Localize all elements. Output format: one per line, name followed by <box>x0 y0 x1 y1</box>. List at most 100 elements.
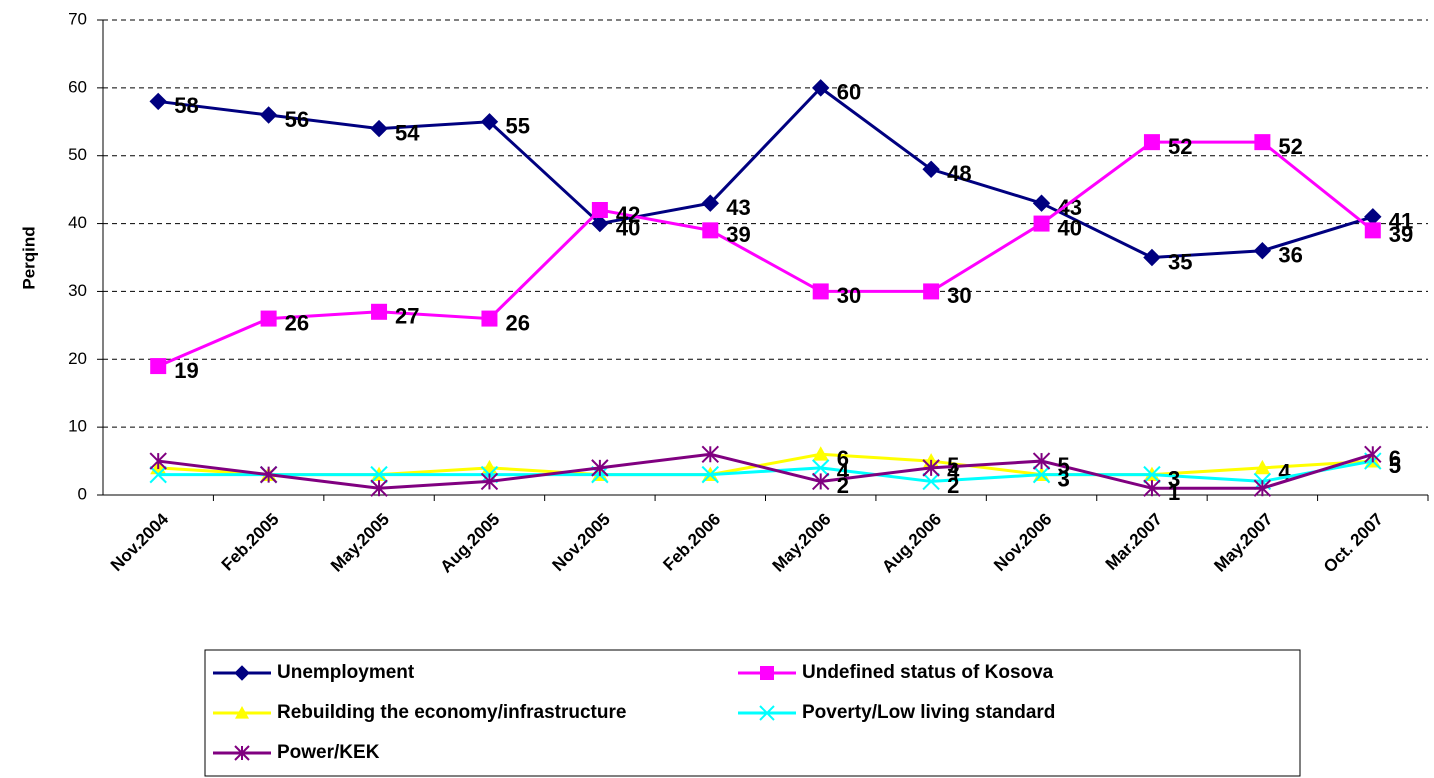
x-tick-label: Mar.2007 <box>1102 510 1166 574</box>
marker-part <box>260 310 277 327</box>
data-label: 42 <box>616 202 640 227</box>
data-label: 48 <box>947 161 971 186</box>
data-label: 41 <box>1389 209 1413 234</box>
marker <box>371 303 388 320</box>
marker <box>480 113 499 131</box>
marker-part <box>234 665 250 681</box>
y-tick-label: 0 <box>78 484 87 503</box>
marker <box>1253 479 1272 497</box>
marker <box>1254 459 1271 475</box>
marker <box>759 705 775 721</box>
x-tick-label: May.2006 <box>769 510 835 576</box>
data-label: 30 <box>837 283 861 308</box>
data-label: 35 <box>1168 249 1192 274</box>
marker-part <box>591 214 609 233</box>
marker-part <box>1032 194 1051 212</box>
marker-part <box>1253 242 1272 260</box>
marker-part <box>1143 248 1161 267</box>
data-label: 3 <box>1058 466 1070 491</box>
x-tick-label: Oct. 2007 <box>1320 510 1387 577</box>
marker-part <box>370 119 388 138</box>
data-label: 54 <box>395 120 420 145</box>
marker-part <box>371 303 388 320</box>
marker-part <box>812 79 830 97</box>
legend-label: Power/KEK <box>277 742 380 763</box>
marker <box>1364 222 1381 239</box>
marker-part <box>702 222 719 239</box>
marker <box>370 119 388 138</box>
marker-part <box>235 706 249 719</box>
data-label: 30 <box>947 283 971 308</box>
marker <box>760 666 774 680</box>
marker <box>234 745 250 761</box>
marker <box>922 160 940 178</box>
legend-label: Unemployment <box>277 662 415 683</box>
y-tick-label: 50 <box>68 145 87 164</box>
data-label: 43 <box>726 195 750 220</box>
marker-part <box>922 160 940 178</box>
marker <box>812 459 830 477</box>
legend-label: Undefined status of Kosova <box>802 662 1054 683</box>
marker <box>591 202 608 218</box>
marker <box>702 222 719 239</box>
y-tick-label: 20 <box>68 349 87 368</box>
data-label: 3 <box>1168 466 1180 491</box>
data-label: 26 <box>285 310 309 335</box>
marker <box>812 79 830 97</box>
y-tick-label: 40 <box>68 213 87 232</box>
marker-part <box>759 705 775 721</box>
marker-part <box>1254 459 1271 475</box>
marker-part <box>481 310 498 327</box>
series-line <box>157 140 1374 368</box>
marker-part <box>923 283 940 300</box>
data-label: 40 <box>1058 215 1082 240</box>
data-label: 2 <box>837 473 849 498</box>
marker-part <box>922 472 940 491</box>
marker <box>260 310 277 327</box>
data-label: 58 <box>174 93 198 118</box>
marker <box>1032 194 1051 212</box>
y-tick-label: 60 <box>68 77 87 96</box>
marker-part <box>1364 222 1381 239</box>
marker <box>812 472 830 491</box>
series-line <box>158 452 1374 490</box>
legend-label: Poverty/Low living standard <box>802 702 1055 723</box>
marker-part <box>812 459 830 477</box>
marker-part <box>1032 465 1051 484</box>
data-label: 26 <box>505 310 529 335</box>
marker-part <box>701 465 719 484</box>
x-tick-label: Nov.2005 <box>549 510 614 575</box>
marker <box>701 194 719 212</box>
y-tick-label: 10 <box>68 417 87 436</box>
marker <box>922 472 940 491</box>
marker <box>150 358 167 375</box>
marker <box>480 472 499 491</box>
data-label: 6 <box>1389 446 1401 471</box>
data-label: 5 <box>1058 453 1070 478</box>
marker <box>234 665 250 681</box>
marker <box>481 310 498 327</box>
marker-part <box>812 446 829 461</box>
marker <box>1143 465 1161 484</box>
series-line <box>158 85 1374 260</box>
marker <box>591 214 609 233</box>
marker <box>370 479 388 497</box>
y-axis-label: Perqind <box>19 226 38 289</box>
marker <box>1143 134 1160 151</box>
marker <box>1032 452 1051 470</box>
data-label: 3 <box>1168 466 1180 491</box>
marker <box>1254 134 1271 151</box>
marker-part <box>701 194 719 212</box>
marker-part <box>591 202 608 218</box>
marker <box>259 465 278 484</box>
marker-part <box>370 465 388 484</box>
marker <box>923 283 940 300</box>
data-label: 39 <box>726 222 750 247</box>
marker <box>1143 248 1161 267</box>
marker <box>922 459 940 477</box>
marker <box>591 459 609 477</box>
marker-part <box>1254 134 1271 151</box>
marker <box>1032 465 1051 484</box>
data-label: 4 <box>947 460 960 485</box>
marker-part <box>259 106 278 124</box>
